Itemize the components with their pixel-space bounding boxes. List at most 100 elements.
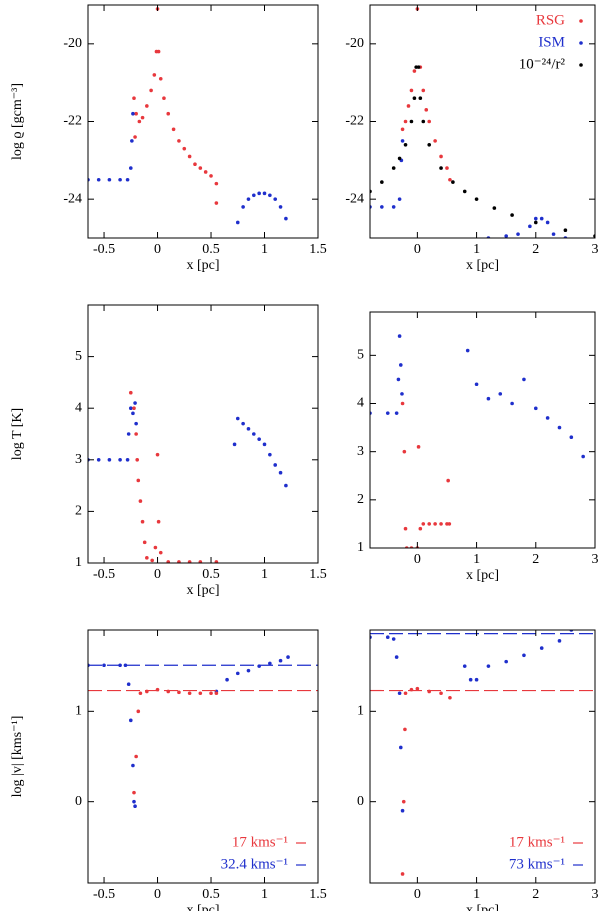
point xyxy=(581,454,585,459)
x-axis-label: x [pc] xyxy=(186,583,219,598)
point xyxy=(126,432,131,436)
point xyxy=(262,442,267,447)
point xyxy=(397,197,402,201)
point xyxy=(394,655,399,659)
point xyxy=(385,635,390,640)
point xyxy=(123,663,128,668)
point xyxy=(118,458,122,462)
point xyxy=(209,691,213,696)
x-tick-label: 0.5 xyxy=(202,242,220,257)
x-axis-label: x [pc] xyxy=(466,568,499,583)
plot-area xyxy=(88,7,288,225)
legend-swatch xyxy=(579,63,583,67)
point xyxy=(133,401,137,405)
point xyxy=(492,206,497,210)
point xyxy=(134,754,138,759)
point xyxy=(96,177,101,182)
point xyxy=(427,119,432,124)
point xyxy=(102,663,106,668)
y-tick-label: 4 xyxy=(357,396,364,411)
point xyxy=(187,560,192,563)
x-tick-label: 1 xyxy=(261,567,268,582)
y-axis-label: log T [K] xyxy=(10,408,25,460)
axes-frame xyxy=(87,4,319,239)
x-tick-label: 2 xyxy=(532,552,539,567)
point xyxy=(284,216,288,221)
point xyxy=(235,220,240,225)
point xyxy=(241,421,245,426)
point xyxy=(187,154,192,159)
x-tick-label: 1.5 xyxy=(309,887,327,902)
point xyxy=(246,427,251,431)
point xyxy=(397,334,402,338)
point xyxy=(551,232,556,236)
legend-label: 17 kms⁻¹ xyxy=(232,834,288,850)
point xyxy=(107,458,112,462)
point xyxy=(433,139,437,143)
point xyxy=(418,96,423,100)
point xyxy=(394,411,399,415)
x-tick-label: 1 xyxy=(473,887,480,902)
point xyxy=(140,115,145,120)
point xyxy=(516,232,520,236)
point xyxy=(268,452,272,457)
point xyxy=(128,718,133,723)
x-tick-label: -0.5 xyxy=(93,242,115,257)
plot-area xyxy=(88,655,318,808)
point xyxy=(403,526,408,531)
point xyxy=(447,522,452,526)
point xyxy=(397,156,402,161)
x-tick-label: 2 xyxy=(532,242,539,257)
point xyxy=(252,193,256,198)
point xyxy=(150,558,154,563)
point xyxy=(416,445,421,449)
point xyxy=(398,745,403,750)
legend-label: 73 kms⁻¹ xyxy=(509,856,565,872)
y-tick-label: 0 xyxy=(357,794,364,809)
x-axis-label: x [pc] xyxy=(186,258,219,273)
point xyxy=(400,808,405,813)
point xyxy=(145,556,149,560)
point xyxy=(132,799,136,804)
point xyxy=(380,180,384,184)
point xyxy=(539,216,544,221)
point xyxy=(416,65,421,69)
point xyxy=(198,691,203,696)
y-tick-label: 5 xyxy=(75,349,82,364)
point xyxy=(510,213,514,217)
point xyxy=(284,483,288,488)
y-tick-label: -24 xyxy=(63,191,82,206)
panel: -0.5 0 0.5 1 1.5 1 2 3 4 5 x [pc] log T [K] xyxy=(10,304,327,598)
x-tick-label: 1.5 xyxy=(309,567,327,582)
point xyxy=(177,690,181,695)
y-tick-label: -20 xyxy=(63,36,82,51)
point xyxy=(533,406,538,411)
point xyxy=(214,201,219,205)
point xyxy=(156,49,161,54)
y-tick-label: 1 xyxy=(357,540,364,555)
x-tick-label: 1.5 xyxy=(309,242,327,257)
point xyxy=(118,177,122,182)
point xyxy=(138,691,143,696)
point xyxy=(177,139,181,143)
point xyxy=(132,790,136,795)
x-tick-label: 0 xyxy=(414,887,421,902)
point xyxy=(142,540,147,545)
point xyxy=(162,96,166,100)
point xyxy=(400,872,405,876)
point xyxy=(126,682,131,687)
panel: -0.5 0 0.5 1 1.5 -24 -22 -20 x [pc] log ϱ [gcm⁻³] xyxy=(10,4,327,273)
point xyxy=(278,470,283,475)
x-tick-label: 0 xyxy=(414,552,421,567)
point xyxy=(446,478,450,483)
point xyxy=(246,668,251,673)
y-tick-label: 0 xyxy=(75,794,82,809)
point xyxy=(439,166,443,170)
point xyxy=(400,392,404,396)
x-tick-label: 1 xyxy=(473,552,480,567)
x-axis-label: x [pc] xyxy=(466,258,499,273)
point xyxy=(498,392,503,396)
point xyxy=(232,442,237,447)
point xyxy=(421,88,426,93)
